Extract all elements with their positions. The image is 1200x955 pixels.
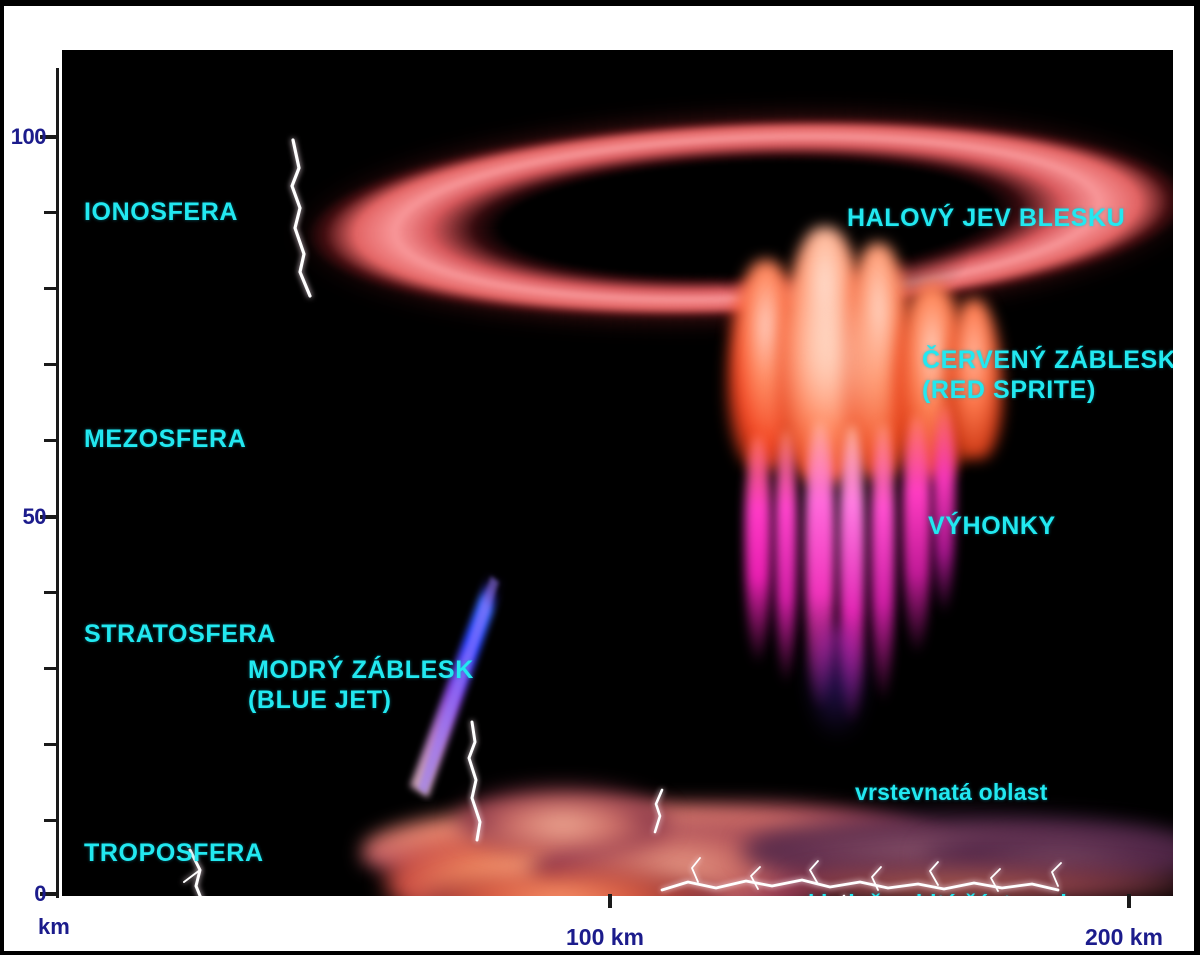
feature-label-positive-cloud-charge: kladně nabitá část mraku (808, 890, 1088, 896)
y-tick-50 (40, 515, 58, 519)
red-sprite-graphic (717, 225, 1017, 745)
sprite-tendril (871, 423, 895, 703)
y-tick-40 (44, 591, 58, 594)
y-tick-100 (40, 135, 58, 139)
feature-label-halo: HALOVÝ JEV BLESKU (847, 204, 1126, 232)
feature-label-stratiform-region: vrstevnatá oblast (855, 779, 1048, 805)
y-tick-80 (44, 287, 58, 290)
sprite-tendril (775, 430, 797, 685)
layer-label-mezosfera: MEZOSFERA (84, 425, 247, 453)
y-tick-70 (44, 363, 58, 366)
y-tick-90 (44, 211, 58, 214)
x-axis-label-100km: 100 km (566, 924, 645, 950)
y-tick-60 (44, 439, 58, 442)
plot-area: IONOSFERA MEZOSFERA STRATOSFERA TROPOSFE… (62, 50, 1173, 896)
layer-label-ionosfera: IONOSFERA (84, 198, 239, 226)
x-tick-100 (608, 894, 612, 908)
y-axis-label-50: 50 (22, 504, 47, 529)
sprite-plume (945, 299, 1003, 459)
y-tick-10 (44, 819, 58, 822)
blue-jet-graphic (392, 570, 512, 800)
layer-label-stratosfera: STRATOSFERA (84, 620, 276, 648)
y-axis-label-0: 0 (34, 881, 46, 906)
y-tick-0 (40, 892, 58, 896)
sprite-tendril (933, 405, 955, 615)
feature-label-tendrils: VÝHONKY (928, 512, 1056, 540)
cloud-top-dome (458, 789, 668, 853)
y-tick-30 (44, 667, 58, 670)
lightning-branch (183, 869, 201, 883)
y-axis-label-100: 100 (10, 124, 47, 149)
blue-jet-beam (410, 572, 504, 798)
layer-label-troposfera: TROPOSFERA (84, 839, 264, 867)
sprite-tendril-tail (812, 625, 862, 740)
x-tick-200 (1127, 894, 1131, 908)
y-axis-unit-label: km (38, 914, 70, 939)
y-axis-spine (56, 68, 59, 898)
x-axis-label-200km: 200 km (1085, 924, 1164, 950)
sprite-tendril (745, 435, 771, 665)
feature-label-red-sprite: ČERVENÝ ZÁBLESK (RED SPRITE) (922, 346, 1173, 404)
thundercloud-graphic (362, 775, 1173, 896)
y-tick-20 (44, 743, 58, 746)
sprite-tendril (903, 415, 931, 655)
feature-label-blue-jet: MODRÝ ZÁBLESK (BLUE JET) (248, 656, 474, 714)
